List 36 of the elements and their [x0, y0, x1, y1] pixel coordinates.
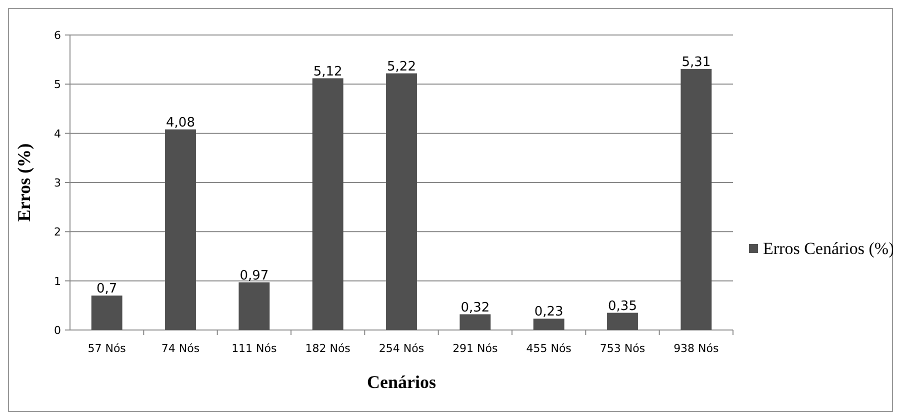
bar: [165, 129, 196, 330]
y-tick-label: 3: [54, 176, 61, 190]
bar: [460, 314, 491, 330]
y-tick-label: 6: [54, 29, 61, 42]
bar: [680, 68, 712, 330]
x-tick-label: 254 Nós: [378, 342, 424, 355]
x-axis-title: Cenários: [367, 372, 436, 392]
data-label: 4,08: [166, 115, 195, 130]
x-tick-label: 111 Nós: [232, 342, 278, 355]
data-label: 0,7: [96, 282, 118, 297]
data-label: 5,31: [682, 54, 711, 70]
data-label: 0,32: [460, 300, 490, 316]
x-tick-label: 753 Nós: [600, 342, 646, 355]
x-tick-label: 938 Nós: [674, 342, 720, 355]
data-label: 5,12: [313, 64, 342, 80]
x-tick-label: 74 Nós: [161, 342, 200, 355]
bar: [607, 312, 638, 330]
x-tick-label: 57 Nós: [88, 342, 126, 355]
bar: [386, 73, 417, 330]
y-tick-label: 4: [54, 127, 61, 140]
data-label: 0,35: [608, 298, 637, 314]
y-tick-label: 5: [54, 78, 61, 92]
x-tick-label: 182 Nós: [305, 342, 351, 355]
bar: [533, 318, 564, 330]
y-tick-label: 0: [54, 324, 61, 337]
x-tick-label: 291 Nós: [452, 342, 498, 355]
bar: [238, 282, 270, 330]
data-label: 0,23: [534, 304, 564, 320]
y-axis-title: Erros (%): [14, 143, 34, 222]
data-label: 5,22: [387, 59, 416, 74]
y-tick-label: 2: [54, 226, 61, 239]
x-tick-label: 455 Nós: [526, 342, 572, 355]
bar: [312, 78, 344, 330]
data-label: 0,97: [240, 268, 269, 284]
bar: [91, 296, 122, 330]
y-tick-label: 1: [54, 274, 61, 288]
